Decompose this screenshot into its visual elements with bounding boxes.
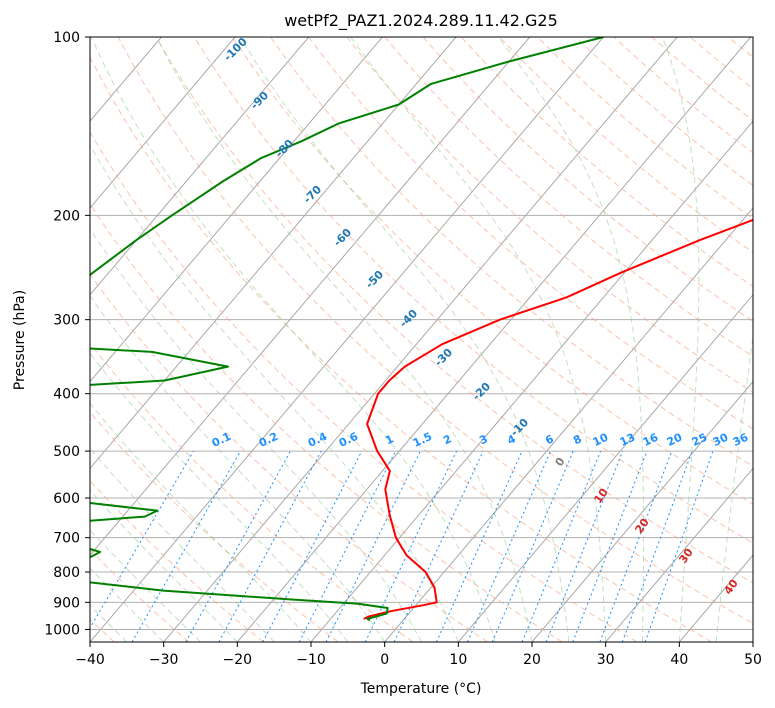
isotherm-line xyxy=(90,37,310,296)
mixing-ratio-lines xyxy=(90,450,714,642)
y-tick-label: 100 xyxy=(53,30,80,46)
y-axis-label: Pressure (hPa) xyxy=(12,290,28,390)
mixing-ratio-line xyxy=(131,450,241,642)
mixing-ratio-line xyxy=(262,450,363,642)
x-tick-label: −40 xyxy=(75,652,105,668)
mixing-ratio-line xyxy=(599,450,673,642)
x-tick-label: 20 xyxy=(523,652,541,668)
moist-adiabat xyxy=(90,227,422,642)
isotherm-line xyxy=(90,37,457,470)
mixing-ratio-line xyxy=(90,450,194,629)
mixing-ratio-label: 13 xyxy=(618,431,637,449)
y-tick-label: 500 xyxy=(53,444,80,460)
temperature-profile-line xyxy=(363,218,753,620)
dewpoint-profile-line xyxy=(90,37,604,622)
dry-adiabat xyxy=(90,131,638,642)
dry-adiabat xyxy=(308,37,753,430)
mixing-ratio-label: 36 xyxy=(731,431,751,449)
moist-adiabat xyxy=(90,143,459,642)
x-axis-label: Temperature (°C) xyxy=(360,681,482,697)
mixing-ratio-label: 20 xyxy=(665,431,685,449)
isotherm-line xyxy=(605,467,753,642)
isotherm-line xyxy=(531,380,753,642)
y-tick-label: 900 xyxy=(53,595,80,611)
moist-adiabat xyxy=(90,402,312,642)
x-tick-label: 40 xyxy=(670,652,688,668)
isotherm-line xyxy=(384,207,753,642)
mixing-ratio-label: 16 xyxy=(641,431,661,449)
mixing-ratio-line xyxy=(644,450,714,642)
y-tick-label: 200 xyxy=(53,208,80,224)
x-tick-label: 50 xyxy=(744,652,762,668)
dry-adiabat xyxy=(460,37,753,288)
x-axis-ticks: −40 −30 −20 −10 0 10 20 30 40 50 xyxy=(75,642,762,668)
mixing-ratio-label: 30 xyxy=(711,431,731,449)
moist-adiabat xyxy=(715,332,753,642)
moist-adiabat xyxy=(155,37,533,642)
isotherm-line xyxy=(90,37,236,209)
x-tick-label: 30 xyxy=(597,652,615,668)
x-tick-label: −30 xyxy=(149,652,179,668)
y-tick-label: 600 xyxy=(53,491,80,507)
plot-frame xyxy=(89,36,754,643)
dry-adiabat xyxy=(90,548,190,642)
moist-adiabat xyxy=(90,295,386,642)
mixing-ratio-line xyxy=(185,450,291,642)
mixing-ratio-line xyxy=(521,450,602,642)
x-tick-label: −20 xyxy=(223,652,253,668)
mixing-ratio-label: 10 xyxy=(591,431,611,449)
mixing-ratio-line xyxy=(325,450,421,642)
isotherm-line xyxy=(457,294,753,642)
moist-adiabat xyxy=(497,37,645,642)
mixing-ratio-line xyxy=(364,450,457,642)
dry-adiabat xyxy=(155,37,753,584)
moist-adiabat xyxy=(90,37,496,642)
dry-adiabat xyxy=(90,479,264,642)
pressure-gridlines xyxy=(90,37,753,630)
dry-adiabat xyxy=(90,56,712,642)
moist-adiabat xyxy=(350,37,607,642)
y-axis-ticks: 100 200 300 400 500 600 700 800 900 1000 xyxy=(44,30,90,638)
isotherm-line xyxy=(90,37,531,556)
mixing-ratio-line xyxy=(298,450,397,642)
y-tick-label: 1000 xyxy=(44,622,80,638)
dry-adiabat xyxy=(270,37,753,467)
x-tick-label: 0 xyxy=(380,652,389,668)
mixing-ratio-line xyxy=(621,450,693,642)
y-tick-label: 300 xyxy=(53,313,80,329)
isotherm-line xyxy=(90,37,383,383)
x-tick-label: −10 xyxy=(296,652,326,668)
mixing-ratio-line xyxy=(545,450,624,642)
dry-adiabat xyxy=(193,37,753,544)
y-tick-label: 800 xyxy=(53,565,80,581)
profile-series xyxy=(90,37,753,622)
mixing-ratio-label: 25 xyxy=(690,431,709,449)
mixing-ratio-line xyxy=(393,450,484,642)
dry-adiabat xyxy=(90,203,563,642)
x-tick-label: 10 xyxy=(449,652,467,668)
moist-adiabat xyxy=(661,37,700,642)
dry-adiabat xyxy=(90,273,488,642)
mixing-ratio-line xyxy=(218,450,322,642)
mixing-ratio-line xyxy=(572,450,648,642)
isotherm-line xyxy=(163,37,678,642)
y-tick-label: 700 xyxy=(53,531,80,547)
y-tick-label: 400 xyxy=(53,387,80,403)
chart-title: wetPf2_PAZ1.2024.289.11.42.G25 xyxy=(284,11,558,31)
isotherm-line xyxy=(236,37,752,642)
dry-adiabat xyxy=(117,37,753,625)
dry-adiabat xyxy=(232,37,753,505)
moist-adiabat xyxy=(90,447,275,642)
isotherm-gridlines xyxy=(90,37,753,642)
plot-area: -100-90-80-70-60-50-40-30-20-100.1 0.2 0.4… xyxy=(90,37,753,642)
